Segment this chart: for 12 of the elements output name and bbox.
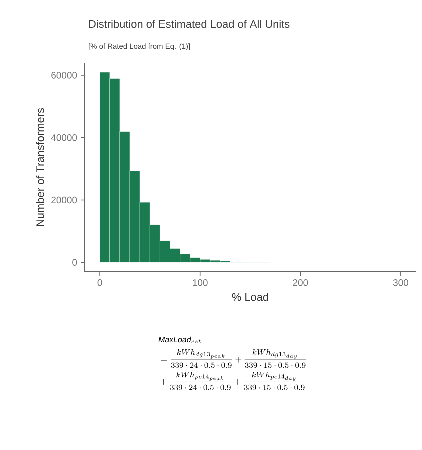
y-tick-label: 20000 <box>52 196 78 204</box>
x-tick-label: 200 <box>293 280 308 286</box>
y-tick-label: 60000 <box>52 72 78 79</box>
text: $\begin{aligned}&\mathit{MaxLoad}_{est}\\&=\frac{kWh_{dg13_{peak}}}{339\cdot 24\cdot 0.5\cdot 0.9}+\frac{kWh_{dg13_{day}}}{339\cdot 15\cdot 0.5\cdot 0.9}\\&+\frac{kWh_{pc14_{peak}}}{339\cdot 24\cdot 0.5\cdot 0.9}+\frac{kWh_{pc14_{day}}}{339\cdot 15\cdot 0.5\cdot 0.9}\end{aligned}$ <box>158 336 306 390</box>
chart-title: Distribution of Estimated Load of All Units <box>89 20 290 28</box>
y-tick-label: 0 <box>72 259 78 266</box>
x-tick-label: 300 <box>393 280 408 286</box>
y-tick-label: 40000 <box>51 134 78 142</box>
x-tick-label: 100 <box>193 280 208 286</box>
y-axis-title: Number of Transformers <box>36 108 44 226</box>
x-axis-title: % Load <box>232 293 268 302</box>
x-tick-label: 0 <box>98 280 102 286</box>
